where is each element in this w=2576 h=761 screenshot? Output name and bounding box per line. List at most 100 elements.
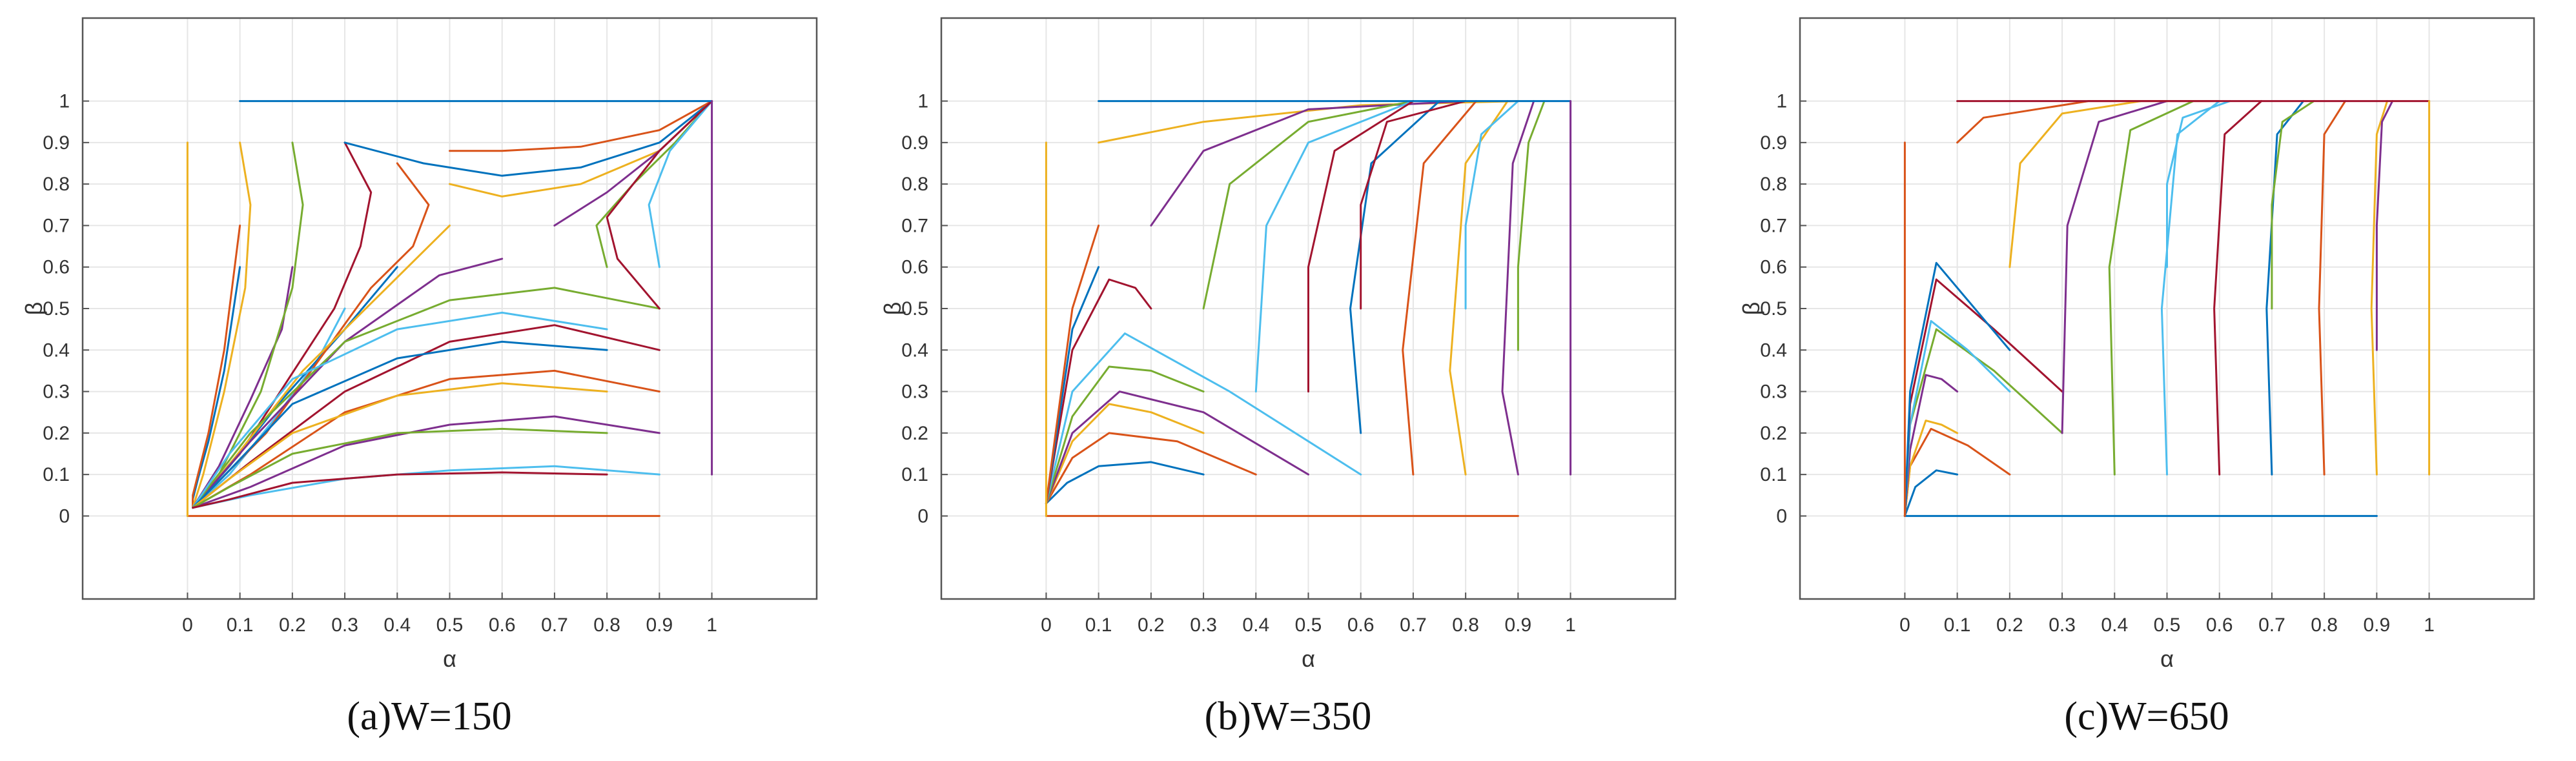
x-tick-label: 0.3 xyxy=(331,614,358,636)
x-tick-label: 0.7 xyxy=(541,614,568,636)
y-tick-label: 0.3 xyxy=(43,381,70,403)
grid xyxy=(1800,18,2534,599)
x-tick-label: 0.6 xyxy=(1347,614,1375,636)
x-tick-label: 0.3 xyxy=(1190,614,1217,636)
chart-panel-a: 0 0.1 0.2 0.3 0.4 0.5 0.6 0.7 0.8 0.9 1 0 0.1 0.2 0.3 0… xyxy=(0,0,859,761)
x-tick-label: 0.7 xyxy=(1400,614,1427,636)
x-axis-label: α xyxy=(443,645,456,672)
series-line xyxy=(1045,278,1152,505)
y-tick-label: 0.4 xyxy=(901,340,928,361)
x-tick-label: 1 xyxy=(2424,614,2435,636)
series-line xyxy=(192,471,608,509)
x-tick-label: 0.6 xyxy=(2206,614,2233,636)
x-tick-label: 0.1 xyxy=(1944,614,1971,636)
chart-caption: (c)W=650 xyxy=(2064,695,2229,738)
y-tick-label: 0.8 xyxy=(43,174,70,195)
series-line xyxy=(192,141,252,509)
series-line xyxy=(192,427,608,509)
x-tick-label: 0.4 xyxy=(383,614,411,636)
series-line xyxy=(1045,365,1205,505)
y-tick-label: 0.9 xyxy=(901,132,928,154)
x-tick-label: 0.9 xyxy=(646,614,673,636)
series-line xyxy=(192,340,608,509)
y-tick-label: 0.6 xyxy=(901,257,928,278)
series-line xyxy=(1202,100,1415,310)
x-tick-label: 0.8 xyxy=(1452,614,1479,636)
x-axis-label: α xyxy=(1302,645,1315,672)
x-tick-label: 0.3 xyxy=(2049,614,2076,636)
series-line xyxy=(343,100,713,177)
y-tick-label: 0.7 xyxy=(901,215,928,236)
series-group xyxy=(186,100,713,517)
series-line xyxy=(1449,100,1509,476)
series-line xyxy=(449,100,713,152)
y-tick-label: 0.4 xyxy=(1760,340,1787,361)
series-line xyxy=(1254,100,1415,393)
series-group xyxy=(1903,100,2431,517)
x-tick-label: 0.7 xyxy=(2258,614,2285,636)
y-tick-label: 0.9 xyxy=(43,132,70,154)
x-tick-label: 0.8 xyxy=(2311,614,2338,636)
y-tick-label: 0 xyxy=(59,505,70,527)
x-tick-label: 0 xyxy=(1899,614,1910,636)
series-line xyxy=(2160,100,2221,476)
series-line xyxy=(1903,328,2063,517)
y-tick-label: 1 xyxy=(917,91,928,112)
series-line xyxy=(192,307,346,509)
y-tick-label: 1 xyxy=(59,91,70,112)
series-line xyxy=(1903,469,1959,517)
y-tick-label: 0.1 xyxy=(901,464,928,485)
series-line xyxy=(1045,461,1205,505)
x-tick-label: 1 xyxy=(706,614,717,636)
y-tick-label: 0.4 xyxy=(43,340,70,361)
x-tick-label: 0.5 xyxy=(2154,614,2181,636)
series-line xyxy=(2370,100,2389,476)
y-tick-label: 0 xyxy=(917,505,928,527)
x-tick-label: 0.1 xyxy=(227,614,254,636)
x-axis-label: α xyxy=(2160,645,2174,672)
y-tick-label: 0.8 xyxy=(901,174,928,195)
y-tick-label: 0.2 xyxy=(901,423,928,444)
series-line xyxy=(1045,391,1309,505)
series-line xyxy=(1464,100,1519,310)
phase-plot-a: 0 0.1 0.2 0.3 0.4 0.5 0.6 0.7 0.8 0.9 1 0 0.1 0.2 0.3 0… xyxy=(21,17,818,672)
y-tick-label: 0.6 xyxy=(1760,257,1787,278)
x-tick-label: 0.4 xyxy=(2101,614,2128,636)
series-line xyxy=(1307,100,1415,393)
series-line xyxy=(2009,100,2142,269)
series-line xyxy=(1360,100,1467,310)
x-tick-label: 0.4 xyxy=(1242,614,1269,636)
x-tick-label: 0.2 xyxy=(1996,614,2023,636)
series-line xyxy=(1045,224,1100,505)
y-tick-label: 0.5 xyxy=(901,298,928,320)
y-tick-label: 0.3 xyxy=(1760,381,1787,403)
y-tick-label: 0.2 xyxy=(43,423,70,444)
x-tick-label: 0.6 xyxy=(489,614,516,636)
y-tick-label: 0.5 xyxy=(43,298,70,320)
series-line xyxy=(1150,100,1467,227)
y-axis-label: β xyxy=(879,302,906,316)
y-tick-label: 0 xyxy=(1776,505,1787,527)
x-tick-label: 0 xyxy=(1041,614,1052,636)
series-line xyxy=(648,100,713,269)
y-axis-label: β xyxy=(21,302,47,316)
series-line xyxy=(1045,432,1257,505)
series-line xyxy=(2108,100,2194,476)
y-tick-label: 1 xyxy=(1776,91,1787,112)
series-line xyxy=(192,224,241,509)
x-tick-label: 0.9 xyxy=(2363,614,2390,636)
series-line xyxy=(1903,261,2011,517)
x-tick-label: 0.5 xyxy=(1295,614,1322,636)
chart-caption: (b)W=350 xyxy=(1204,695,1372,738)
y-tick-label: 0.8 xyxy=(1760,174,1787,195)
x-tick-label: 1 xyxy=(1565,614,1576,636)
series-line xyxy=(1501,100,1535,476)
x-tick-label: 0 xyxy=(182,614,193,636)
y-tick-label: 0.2 xyxy=(1760,423,1787,444)
series-line xyxy=(2271,100,2315,310)
series-line xyxy=(2375,100,2394,351)
series-line xyxy=(2061,100,2168,434)
y-axis-label: β xyxy=(1738,302,1764,316)
series-line xyxy=(1903,278,2063,517)
chart-panel-b: 0 0.1 0.2 0.3 0.4 0.5 0.6 0.7 0.8 0.9 1 0 0.1 0.2 0.3 0… xyxy=(859,0,1717,761)
